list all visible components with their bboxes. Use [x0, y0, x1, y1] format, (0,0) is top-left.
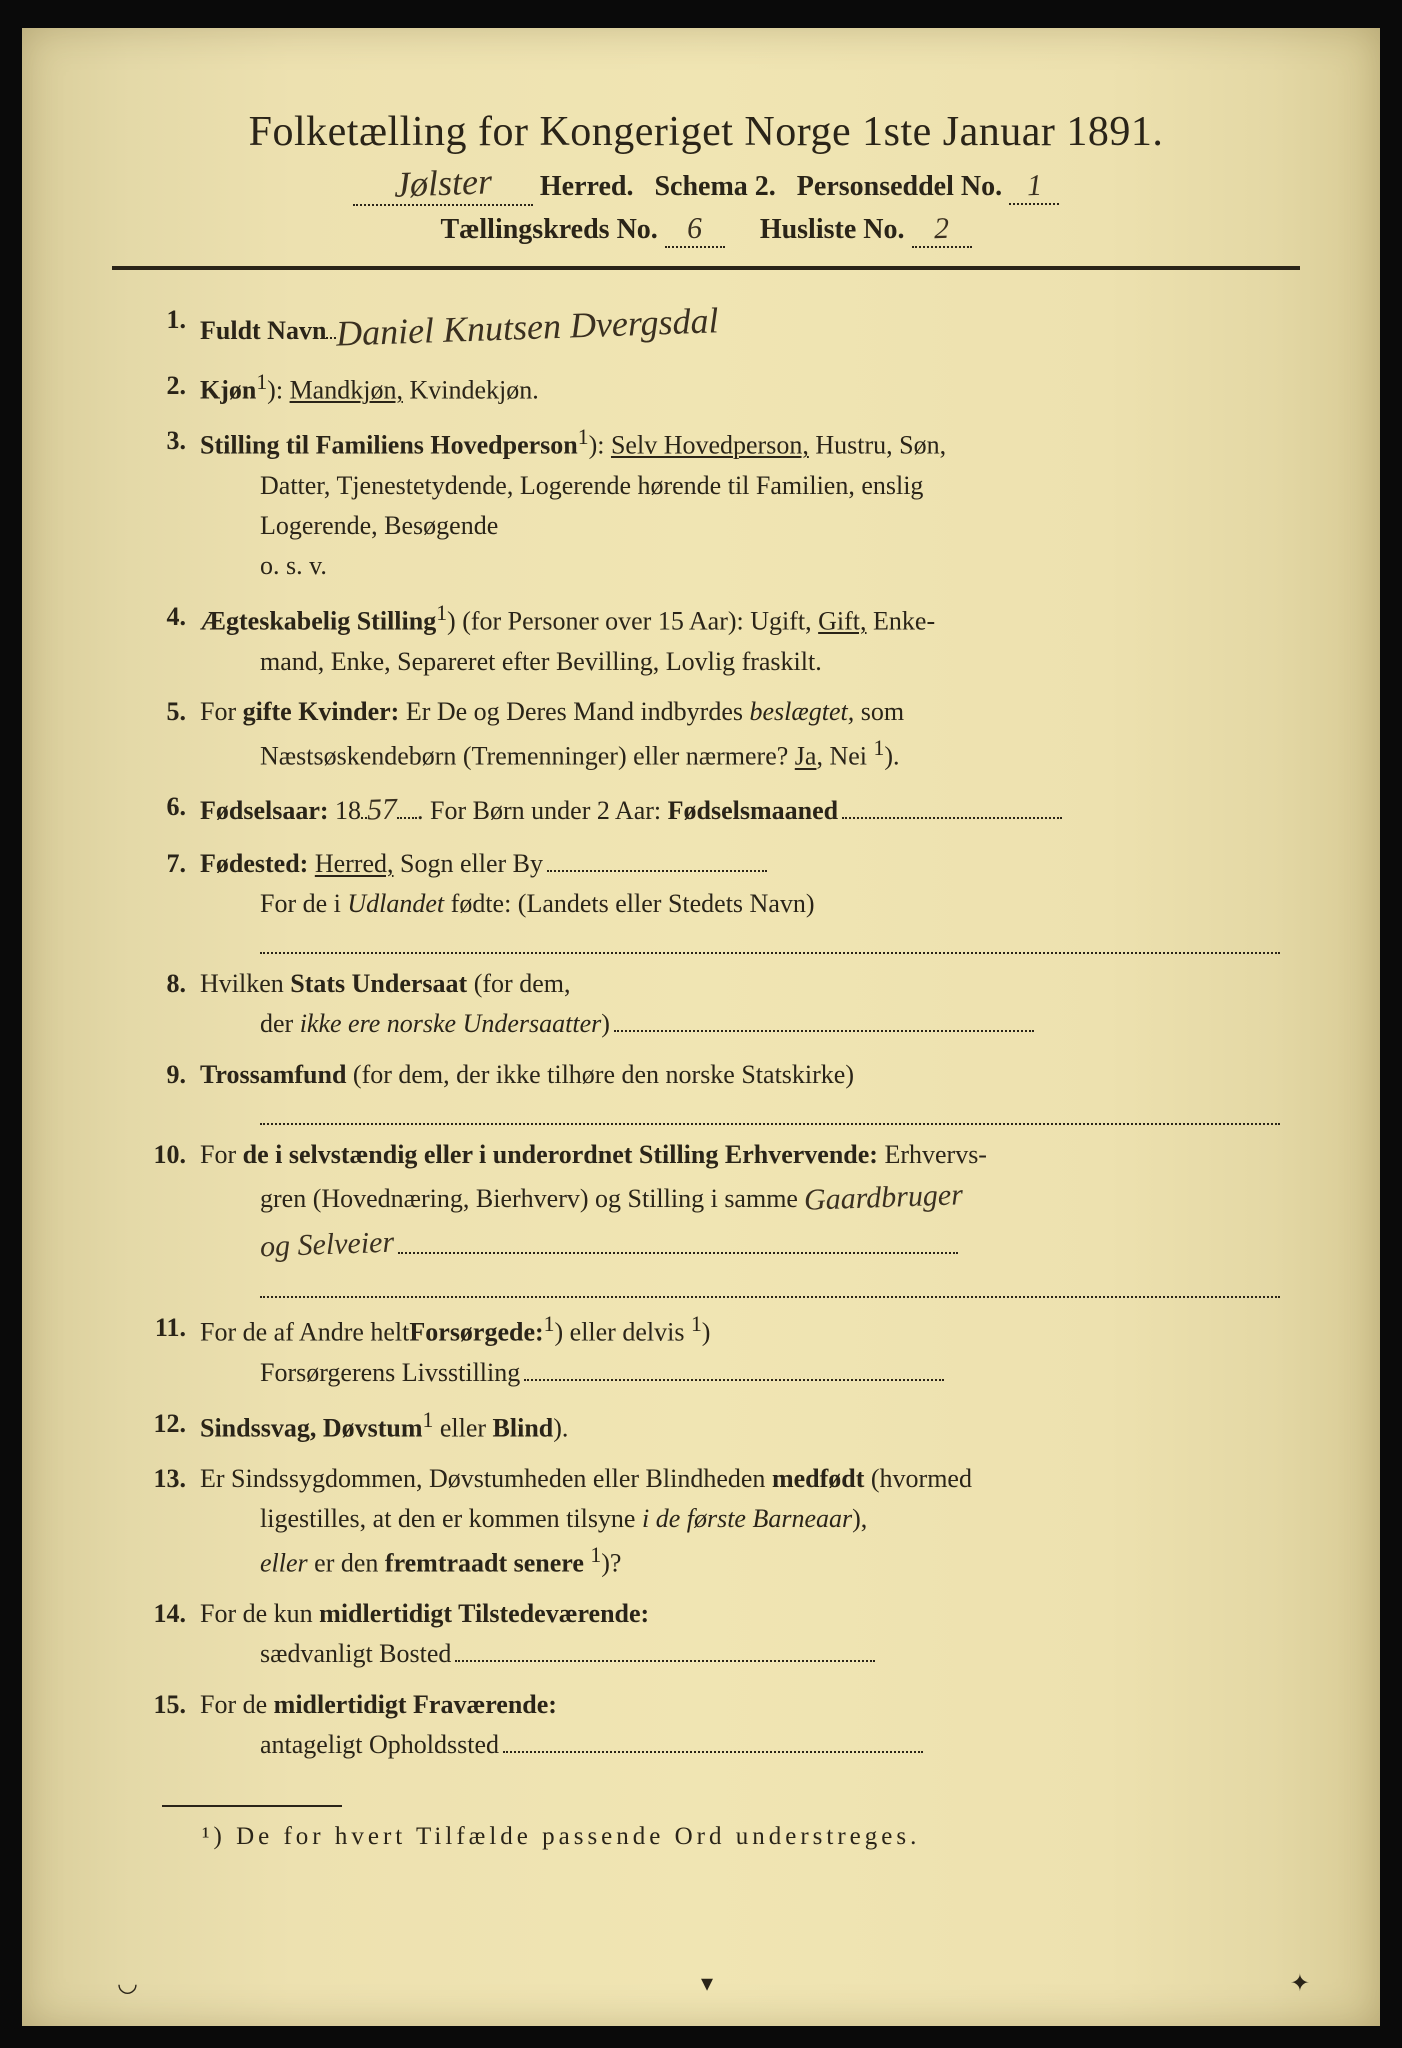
corner-mark-left: ◡	[117, 1969, 138, 1998]
item-content: Hvilken Stats Undersaat (for dem,der ikk…	[200, 964, 1280, 1045]
form-item: 11.For de af Andre heltForsørgede:1) ell…	[142, 1308, 1280, 1393]
handwritten-value: Daniel Knutsen Dvergsdal	[336, 293, 720, 362]
item-number: 4.	[142, 597, 200, 682]
item-content: For gifte Kvinder: Er De og Deres Mand i…	[200, 692, 1280, 777]
handwritten-value: 57	[366, 787, 398, 835]
form-item: 15.For de midlertidigt Fraværende:antage…	[142, 1685, 1280, 1766]
form-item: 13.Er Sindssygdommen, Døvstumheden eller…	[142, 1459, 1280, 1585]
item-number: 13.	[142, 1459, 200, 1585]
item-content: Fødested: Herred, Sogn eller ByFor de i …	[200, 844, 1280, 955]
handwritten-value: Gaardbruger	[804, 1173, 964, 1225]
header-rule	[112, 266, 1300, 270]
item-content: Ægteskabelig Stilling1) (for Personer ov…	[200, 597, 1280, 682]
item-content: For de i selvstændig eller i underordnet…	[200, 1135, 1280, 1298]
form-item: 8.Hvilken Stats Undersaat (for dem,der i…	[142, 964, 1280, 1045]
form-item: 5.For gifte Kvinder: Er De og Deres Mand…	[142, 692, 1280, 777]
item-number: 15.	[142, 1685, 200, 1766]
footnote-marker: ¹)	[202, 1823, 226, 1850]
form-item: 6.Fødselsaar: 1857. For Børn under 2 Aar…	[142, 787, 1280, 834]
item-number: 3.	[142, 421, 200, 587]
item-number: 12.	[142, 1404, 200, 1449]
item-content: For de af Andre heltForsørgede:1) eller …	[200, 1308, 1280, 1393]
item-number: 9.	[142, 1055, 200, 1125]
herred-handwriting: Jølster	[393, 160, 492, 205]
form-item: 10.For de i selvstændig eller i underord…	[142, 1135, 1280, 1298]
form-item: 9.Trossamfund (for dem, der ikke tilhøre…	[142, 1055, 1280, 1125]
corner-mark-center: ▾	[701, 1969, 713, 1998]
item-content: Sindssvag, Døvstum1 eller Blind).	[200, 1404, 1280, 1449]
husliste-no-handwriting: 2	[933, 212, 949, 247]
item-number: 5.	[142, 692, 200, 777]
footnote: ¹) De for hvert Tilfælde passende Ord un…	[112, 1823, 1300, 1851]
item-content: Trossamfund (for dem, der ikke tilhøre d…	[200, 1055, 1280, 1125]
item-number: 11.	[142, 1308, 200, 1393]
main-title: Folketælling for Kongeriget Norge 1ste J…	[112, 108, 1300, 156]
item-number: 7.	[142, 844, 200, 955]
scan-frame: Folketælling for Kongeriget Norge 1ste J…	[0, 0, 1402, 2048]
form-item: 4.Ægteskabelig Stilling1) (for Personer …	[142, 597, 1280, 682]
personseddel-no-handwriting: 1	[1026, 169, 1042, 204]
item-content: Er Sindssygdommen, Døvstumheden eller Bl…	[200, 1459, 1280, 1585]
form-item: 12.Sindssvag, Døvstum1 eller Blind).	[142, 1404, 1280, 1449]
item-content: For de midlertidigt Fraværende:antagelig…	[200, 1685, 1280, 1766]
form-body: 1.Fuldt NavnDaniel Knutsen Dvergsdal2.Kj…	[112, 300, 1300, 1765]
item-number: 6.	[142, 787, 200, 834]
herred-label: Herred.	[540, 171, 634, 202]
item-content: Fødselsaar: 1857. For Børn under 2 Aar: …	[200, 787, 1280, 834]
husliste-label: Husliste No.	[760, 214, 905, 245]
document-page: Folketælling for Kongeriget Norge 1ste J…	[22, 28, 1380, 2026]
item-number: 14.	[142, 1594, 200, 1675]
item-number: 2.	[142, 366, 200, 411]
form-item: 2.Kjøn1): Mandkjøn, Kvindekjøn.	[142, 366, 1280, 411]
form-header: Folketælling for Kongeriget Norge 1ste J…	[112, 108, 1300, 248]
item-content: Fuldt NavnDaniel Knutsen Dvergsdal	[200, 300, 1280, 356]
form-item: 3.Stilling til Familiens Hovedperson1): …	[142, 421, 1280, 587]
item-content: For de kun midlertidigt Tilstedeværende:…	[200, 1594, 1280, 1675]
footnote-rule	[162, 1805, 342, 1807]
personseddel-label: Personseddel No.	[797, 171, 1002, 202]
form-item: 14.For de kun midlertidigt Tilstedeværen…	[142, 1594, 1280, 1675]
kreds-no-handwriting: 6	[687, 212, 703, 247]
item-content: Stilling til Familiens Hovedperson1): Se…	[200, 421, 1280, 587]
handwritten-value: og Selveier	[259, 1220, 395, 1271]
corner-mark-right: ✦	[1290, 1969, 1310, 1998]
item-number: 1.	[142, 300, 200, 356]
item-number: 10.	[142, 1135, 200, 1298]
footnote-text: De for hvert Tilfælde passende Ord under…	[226, 1823, 921, 1850]
header-line-2: Jølster Herred. Schema 2. Personseddel N…	[112, 162, 1300, 206]
item-number: 8.	[142, 964, 200, 1045]
schema-label: Schema 2.	[654, 171, 775, 202]
item-content: Kjøn1): Mandkjøn, Kvindekjøn.	[200, 366, 1280, 411]
kreds-label: Tællingskreds No.	[440, 214, 657, 245]
form-item: 1.Fuldt NavnDaniel Knutsen Dvergsdal	[142, 300, 1280, 356]
form-item: 7.Fødested: Herred, Sogn eller ByFor de …	[142, 844, 1280, 955]
header-line-3: Tællingskreds No. 6 Husliste No. 2	[112, 212, 1300, 248]
